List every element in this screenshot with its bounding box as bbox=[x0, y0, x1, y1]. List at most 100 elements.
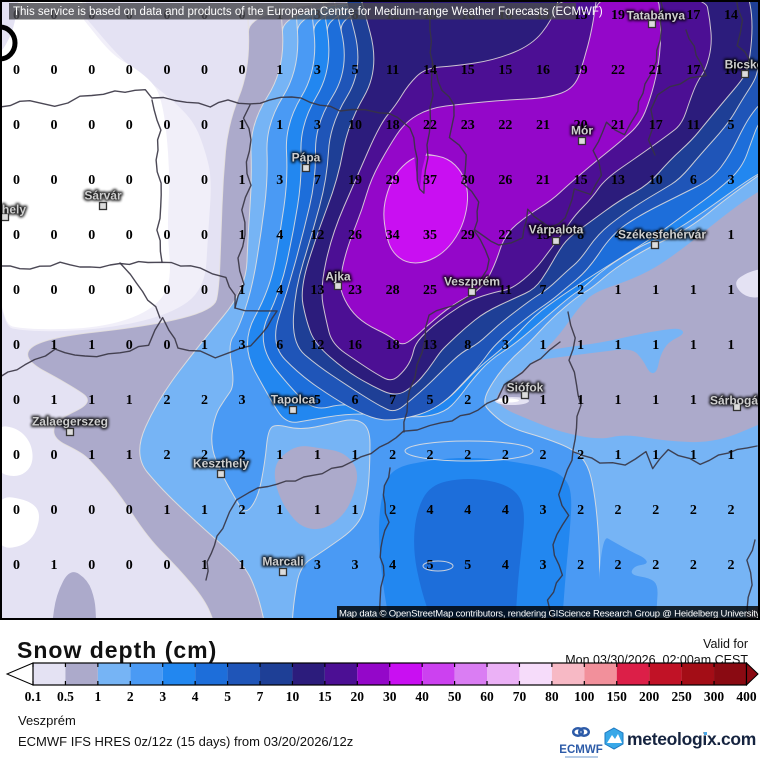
svg-text:20: 20 bbox=[574, 118, 588, 133]
svg-text:4: 4 bbox=[615, 228, 622, 243]
svg-text:1: 1 bbox=[314, 448, 321, 463]
svg-text:34: 34 bbox=[386, 228, 400, 243]
svg-text:5: 5 bbox=[427, 558, 434, 573]
svg-text:18: 18 bbox=[386, 118, 400, 133]
svg-text:1: 1 bbox=[239, 558, 246, 573]
svg-text:17: 17 bbox=[686, 8, 700, 23]
svg-text:4: 4 bbox=[192, 689, 199, 704]
svg-text:Székesfehérvár: Székesfehérvár bbox=[618, 228, 706, 242]
svg-text:4: 4 bbox=[502, 558, 509, 573]
svg-text:1: 1 bbox=[88, 393, 95, 408]
svg-text:1: 1 bbox=[314, 503, 321, 518]
svg-text:0: 0 bbox=[13, 173, 20, 188]
svg-text:16: 16 bbox=[348, 338, 362, 353]
svg-text:0: 0 bbox=[51, 448, 58, 463]
svg-text:0: 0 bbox=[126, 118, 133, 133]
svg-text:6: 6 bbox=[352, 393, 359, 408]
svg-text:This service is based on data: This service is based on data and produc… bbox=[13, 6, 603, 18]
svg-text:1: 1 bbox=[615, 393, 622, 408]
svg-text:0: 0 bbox=[126, 283, 133, 298]
svg-text:0: 0 bbox=[88, 558, 95, 573]
svg-text:22: 22 bbox=[611, 63, 625, 78]
svg-text:0: 0 bbox=[164, 173, 171, 188]
svg-text:2: 2 bbox=[201, 393, 208, 408]
svg-text:Veszprém: Veszprém bbox=[444, 275, 500, 289]
svg-text:2: 2 bbox=[652, 558, 659, 573]
svg-text:2: 2 bbox=[615, 503, 622, 518]
svg-text:7: 7 bbox=[257, 689, 264, 704]
svg-text:2: 2 bbox=[728, 558, 735, 573]
svg-text:3: 3 bbox=[239, 393, 246, 408]
svg-text:3: 3 bbox=[540, 558, 547, 573]
svg-text:0: 0 bbox=[164, 558, 171, 573]
svg-text:1: 1 bbox=[239, 173, 246, 188]
svg-text:8: 8 bbox=[577, 228, 584, 243]
svg-text:3: 3 bbox=[314, 63, 321, 78]
svg-text:1: 1 bbox=[652, 393, 659, 408]
svg-text:0: 0 bbox=[51, 63, 58, 78]
svg-text:3: 3 bbox=[239, 338, 246, 353]
svg-text:Siófok: Siófok bbox=[507, 381, 544, 395]
svg-text:Mór: Mór bbox=[571, 124, 593, 138]
svg-text:1: 1 bbox=[201, 338, 208, 353]
svg-text:Pápa: Pápa bbox=[292, 151, 321, 165]
svg-text:12: 12 bbox=[310, 338, 324, 353]
svg-text:22: 22 bbox=[423, 118, 437, 133]
svg-text:Zalaegerszeg: Zalaegerszeg bbox=[32, 415, 108, 429]
svg-text:0: 0 bbox=[201, 283, 208, 298]
svg-text:1: 1 bbox=[652, 338, 659, 353]
svg-text:5: 5 bbox=[427, 393, 434, 408]
svg-text:13: 13 bbox=[423, 338, 437, 353]
svg-text:1: 1 bbox=[276, 503, 283, 518]
svg-text:37: 37 bbox=[423, 173, 437, 188]
svg-text:Tatabánya: Tatabánya bbox=[627, 9, 686, 23]
svg-text:Mór: Mór bbox=[571, 124, 593, 138]
svg-text:0: 0 bbox=[239, 63, 246, 78]
svg-text:40: 40 bbox=[415, 689, 429, 704]
svg-text:1: 1 bbox=[540, 393, 547, 408]
svg-text:4: 4 bbox=[276, 283, 283, 298]
svg-text:0: 0 bbox=[51, 118, 58, 133]
svg-text:28: 28 bbox=[386, 283, 400, 298]
svg-text:2: 2 bbox=[540, 448, 547, 463]
svg-text:1: 1 bbox=[94, 689, 101, 704]
svg-text:17: 17 bbox=[686, 63, 700, 78]
svg-text:19: 19 bbox=[611, 8, 625, 23]
svg-text:3: 3 bbox=[276, 173, 283, 188]
svg-text:15: 15 bbox=[461, 63, 475, 78]
svg-text:50: 50 bbox=[448, 689, 462, 704]
svg-text:meteologix.com: meteologix.com bbox=[627, 729, 756, 749]
svg-text:200: 200 bbox=[639, 689, 660, 704]
svg-text:1: 1 bbox=[728, 338, 735, 353]
svg-text:0: 0 bbox=[201, 63, 208, 78]
svg-text:0: 0 bbox=[13, 448, 20, 463]
svg-text:80: 80 bbox=[545, 689, 559, 704]
svg-text:4: 4 bbox=[389, 558, 396, 573]
svg-text:7: 7 bbox=[540, 283, 547, 298]
svg-text:29: 29 bbox=[461, 228, 475, 243]
svg-text:Veszprém: Veszprém bbox=[444, 275, 500, 289]
svg-text:1: 1 bbox=[51, 338, 58, 353]
svg-text:ECMWF IFS HRES 0z/12z (15 days: ECMWF IFS HRES 0z/12z (15 days) from 03/… bbox=[18, 734, 353, 749]
svg-text:150: 150 bbox=[607, 689, 628, 704]
svg-text:0.1: 0.1 bbox=[25, 689, 42, 704]
svg-text:Tapolca: Tapolca bbox=[271, 393, 316, 407]
svg-text:Valid for: Valid for bbox=[703, 637, 748, 651]
svg-text:Keszthely: Keszthely bbox=[193, 457, 249, 471]
svg-text:0: 0 bbox=[13, 118, 20, 133]
svg-text:3: 3 bbox=[502, 338, 509, 353]
svg-text:0: 0 bbox=[13, 228, 20, 243]
svg-text:2: 2 bbox=[464, 393, 471, 408]
svg-text:Sárvár: Sárvár bbox=[84, 189, 122, 203]
svg-text:2: 2 bbox=[577, 503, 584, 518]
svg-text:30: 30 bbox=[383, 689, 397, 704]
svg-text:13: 13 bbox=[611, 173, 625, 188]
svg-text:4: 4 bbox=[652, 228, 659, 243]
svg-text:25: 25 bbox=[423, 283, 437, 298]
svg-text:10: 10 bbox=[348, 118, 362, 133]
svg-text:0: 0 bbox=[164, 283, 171, 298]
svg-text:1: 1 bbox=[577, 338, 584, 353]
svg-text:1: 1 bbox=[201, 558, 208, 573]
svg-text:5: 5 bbox=[314, 393, 321, 408]
svg-text:1: 1 bbox=[728, 283, 735, 298]
